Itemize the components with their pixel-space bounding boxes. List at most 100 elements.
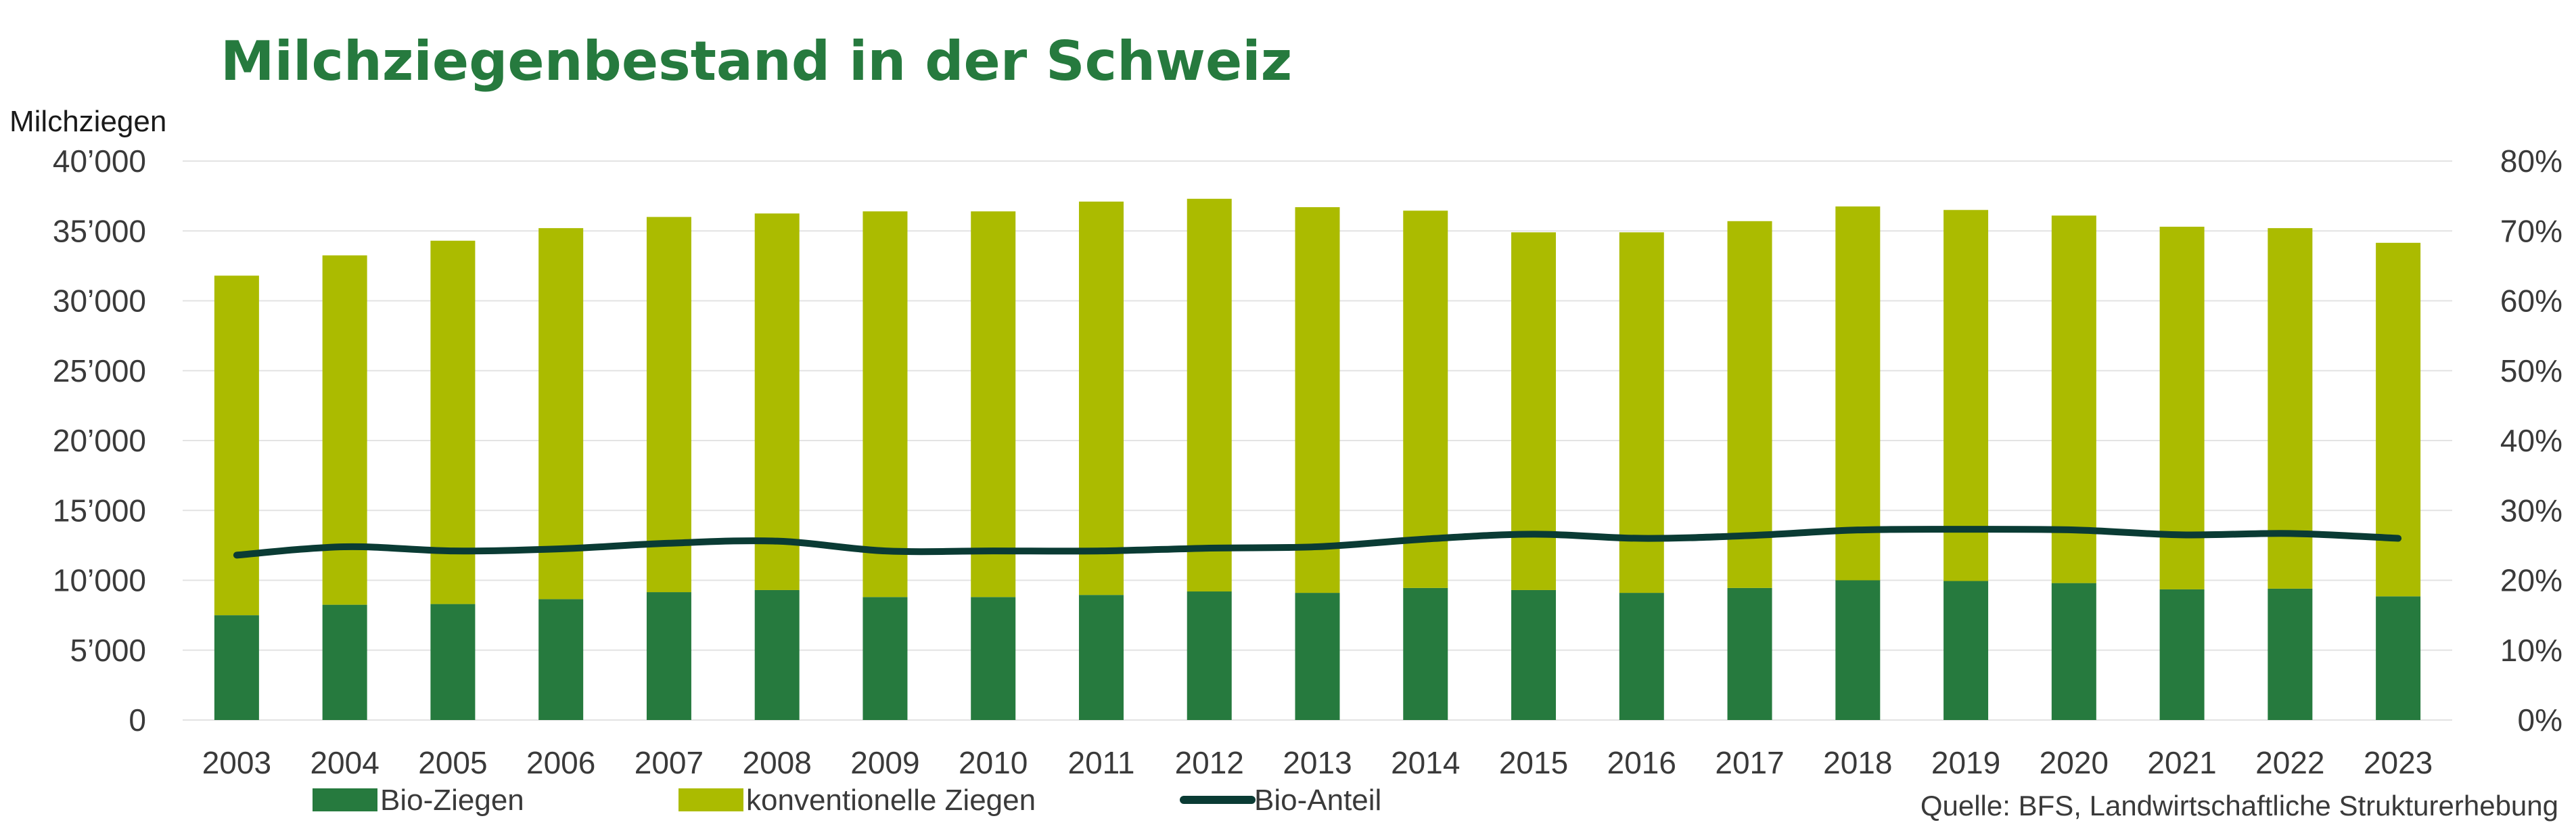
x-tick-label: 2005 xyxy=(418,745,487,780)
y-tick-label: 25’000 xyxy=(53,353,146,388)
legend-item-bio-ziegen: Bio-Ziegen xyxy=(313,784,524,817)
line-point-bio-anteil xyxy=(992,550,994,552)
x-tick-label: 2006 xyxy=(526,745,595,780)
y2-tick-label: 80% xyxy=(2500,143,2562,179)
bar-bio-ziegen xyxy=(1187,591,1232,720)
bar-bio-ziegen xyxy=(430,604,476,720)
y-axis-ticks: 0 5’000 10’000 15’000 20’000 25’000 30’000 35’0… xyxy=(53,143,146,738)
x-tick-label: 2020 xyxy=(2040,745,2109,780)
bar-konventionelle-ziegen xyxy=(2051,215,2096,583)
y-tick-label: 15’000 xyxy=(53,493,146,528)
bar-bio-ziegen xyxy=(1727,587,1772,720)
y-tick-label: 35’000 xyxy=(53,213,146,248)
y2-tick-label: 70% xyxy=(2500,213,2562,248)
line-point-bio-anteil xyxy=(2073,529,2075,531)
bar-konventionelle-ziegen xyxy=(754,213,800,590)
line-point-bio-anteil xyxy=(884,550,886,552)
x-tick-label: 2009 xyxy=(850,745,919,780)
bar-konventionelle-ziegen xyxy=(2376,242,2421,597)
bar-konventionelle-ziegen xyxy=(1727,221,1772,588)
line-point-bio-anteil xyxy=(1317,546,1318,547)
y-axis-label: Milchziegen xyxy=(9,105,166,138)
bar-konventionelle-ziegen xyxy=(430,240,476,604)
bar-bio-ziegen xyxy=(1511,589,1557,720)
x-tick-label: 2007 xyxy=(635,745,704,780)
y2-tick-label: 10% xyxy=(2500,633,2562,668)
legend-swatch xyxy=(313,788,377,811)
bar-bio-ziegen xyxy=(1944,581,1989,720)
x-tick-label: 2014 xyxy=(1391,745,1460,780)
line-point-bio-anteil xyxy=(1965,529,1967,530)
line-point-bio-anteil xyxy=(344,546,346,547)
x-axis-ticks: 2003 2004 2005 2006 2007 2008 2009 2010 2011 2012… xyxy=(202,745,2433,780)
chart-title: Milchziegenbestand in der Schweiz xyxy=(221,30,1292,93)
bar-bio-ziegen xyxy=(2268,588,2313,720)
x-tick-label: 2010 xyxy=(959,745,1028,780)
bar-konventionelle-ziegen xyxy=(1511,232,1557,590)
y-tick-label: 0 xyxy=(129,702,146,738)
x-tick-label: 2012 xyxy=(1175,745,1244,780)
bar-konventionelle-ziegen xyxy=(646,217,691,593)
legend-item-konventionelle-ziegen: konventionelle Ziegen xyxy=(678,784,1036,817)
y2-axis-ticks: 0% 10% 20% 30% 40% 50% 60% 70% 80% xyxy=(2500,143,2562,738)
bar-bio-ziegen xyxy=(971,597,1016,720)
bar-konventionelle-ziegen xyxy=(971,211,1016,598)
bar-konventionelle-ziegen xyxy=(1835,206,1881,581)
x-tick-label: 2021 xyxy=(2147,745,2216,780)
y-tick-label: 10’000 xyxy=(53,563,146,598)
bar-konventionelle-ziegen xyxy=(1944,210,1989,581)
bar-konventionelle-ziegen xyxy=(2159,227,2205,589)
x-tick-label: 2023 xyxy=(2364,745,2433,780)
bar-bio-ziegen xyxy=(2376,596,2421,720)
line-point-bio-anteil xyxy=(1209,547,1210,549)
legend: Bio-Ziegen konventionelle Ziegen Bio-Antei… xyxy=(313,784,1381,817)
y2-tick-label: 50% xyxy=(2500,353,2562,388)
line-point-bio-anteil xyxy=(1641,538,1642,539)
y2-tick-label: 30% xyxy=(2500,493,2562,528)
bar-bio-ziegen xyxy=(322,604,367,720)
x-tick-label: 2015 xyxy=(1499,745,1568,780)
x-tick-label: 2019 xyxy=(1931,745,2000,780)
bar-konventionelle-ziegen xyxy=(1295,207,1340,593)
x-tick-label: 2017 xyxy=(1715,745,1784,780)
legend-label: Bio-Anteil xyxy=(1254,784,1381,817)
bar-bio-ziegen xyxy=(1295,593,1340,720)
bar-bio-ziegen xyxy=(214,615,259,720)
legend-label: Bio-Ziegen xyxy=(380,784,524,817)
x-tick-label: 2016 xyxy=(1607,745,1676,780)
bar-konventionelle-ziegen xyxy=(1403,210,1448,588)
bar-konventionelle-ziegen xyxy=(2268,228,2313,589)
line-point-bio-anteil xyxy=(2397,538,2399,539)
x-tick-label: 2013 xyxy=(1283,745,1352,780)
y2-tick-label: 20% xyxy=(2500,563,2562,598)
y-tick-label: 30’000 xyxy=(53,284,146,319)
bar-konventionelle-ziegen xyxy=(214,275,259,616)
bar-konventionelle-ziegen xyxy=(1078,201,1124,596)
bar-bio-ziegen xyxy=(1078,595,1124,720)
bar-bio-ziegen xyxy=(646,592,691,720)
bar-series xyxy=(214,198,2421,720)
source-note: Quelle: BFS, Landwirtschaftliche Struktu… xyxy=(1920,790,2558,822)
line-series xyxy=(233,526,2402,559)
line-point-bio-anteil xyxy=(236,554,237,556)
x-tick-label: 2022 xyxy=(2255,745,2324,780)
y2-tick-label: 60% xyxy=(2500,284,2562,319)
bar-konventionelle-ziegen xyxy=(322,255,367,605)
bar-konventionelle-ziegen xyxy=(1187,198,1232,592)
bar-bio-ziegen xyxy=(862,597,908,720)
bar-bio-ziegen xyxy=(2159,589,2205,720)
legend-swatch xyxy=(678,788,743,811)
bar-bio-ziegen xyxy=(754,589,800,720)
y-tick-label: 5’000 xyxy=(70,633,146,668)
x-tick-label: 2018 xyxy=(1823,745,1892,780)
x-tick-label: 2003 xyxy=(202,745,271,780)
y-tick-label: 20’000 xyxy=(53,423,146,458)
bar-konventionelle-ziegen xyxy=(1619,232,1664,593)
bar-bio-ziegen xyxy=(1835,580,1881,720)
y2-tick-label: 40% xyxy=(2500,423,2562,458)
line-point-bio-anteil xyxy=(1749,535,1751,536)
bar-konventionelle-ziegen xyxy=(862,211,908,598)
x-tick-label: 2004 xyxy=(310,745,379,780)
legend-label: konventionelle Ziegen xyxy=(746,784,1036,817)
bar-konventionelle-ziegen xyxy=(538,228,584,600)
